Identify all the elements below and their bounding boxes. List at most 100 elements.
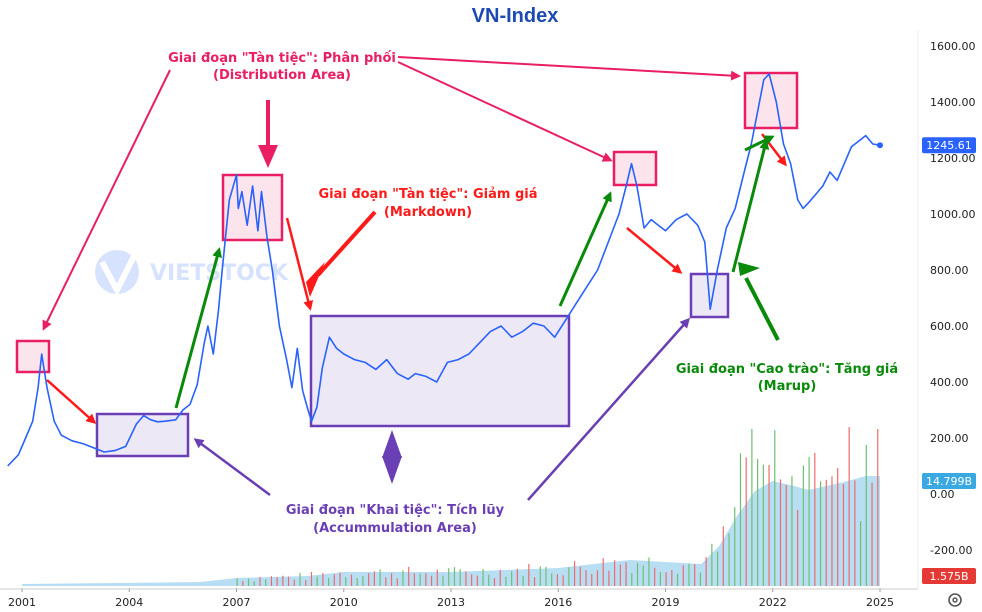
distribution-box-2007 [221, 173, 284, 242]
volume-bar [608, 570, 610, 586]
volume-bar [259, 577, 261, 586]
volume-bar [316, 576, 318, 586]
volume-bar [648, 557, 650, 586]
annotation-distribution-line1: Giai đoạn "Tàn tiệc": Phân phối [168, 51, 396, 66]
annotation-markdown-line1: Giai đoạn "Tàn tiệc": Giảm giá [318, 187, 537, 202]
y-tick-label: -200.00 [930, 544, 972, 557]
volume-bar [368, 573, 370, 586]
volume-area [22, 476, 880, 586]
last-price-badge: 1245.61 [922, 137, 976, 154]
settings-gear-icon[interactable] [948, 593, 962, 607]
volume-bar [854, 480, 856, 586]
annotation-markup-line2: (Marup) [758, 379, 817, 394]
phase-arrows [42, 56, 787, 501]
volume-bar [676, 573, 679, 586]
x-tick-label: 2019 [652, 596, 680, 609]
volume-high-badge: 14.799B [922, 473, 976, 489]
volume-bar [865, 445, 867, 586]
volume-bar [533, 577, 536, 586]
arrow-distribution-2018 [397, 61, 613, 162]
callout-markup-arrowhead [738, 262, 760, 276]
accumulation-box-2003 [95, 412, 190, 458]
arrow-accumulation-2003 [193, 438, 271, 497]
volume-bar [305, 579, 307, 586]
volume-bar [842, 484, 845, 586]
axes: 2001 2004 2007 2010 2013 2016 2019 2022 2025 1600… [0, 30, 976, 609]
volume-bar [762, 464, 764, 586]
annotation-markup-line1: Giai đoạn "Cao trào": Tăng giá [676, 362, 898, 377]
annotation-accumulation: Giai đoạn "Khai tiệc": Tích lũy (Accummu… [286, 503, 505, 536]
arrow-markup-2021 [731, 139, 770, 273]
volume-bar [345, 577, 347, 586]
volume-bar [499, 569, 501, 586]
x-tick-label: 2007 [223, 596, 251, 609]
x-tick-label: 2013 [437, 596, 465, 609]
volume-bar [614, 560, 616, 586]
volume-bar [591, 573, 593, 586]
last-price-value: 1245.61 [926, 139, 972, 152]
volume-bar [425, 573, 427, 586]
volume-bar [671, 570, 673, 586]
volume-bar [516, 569, 518, 586]
y-tick-label: 1000.00 [930, 208, 976, 221]
volume-bar [253, 581, 255, 586]
y-tick-label: 600.00 [930, 320, 969, 333]
volume-layer [22, 426, 880, 586]
volume-bar [522, 575, 524, 586]
annotation-markdown-line2: (Markdown) [384, 205, 472, 220]
volume-bar [373, 571, 375, 586]
volume-bar [568, 567, 570, 586]
volume-bar [545, 566, 547, 586]
arrow-markup-2005 [174, 247, 222, 409]
volume-bar [694, 564, 696, 586]
arrow-markup-2017 [558, 191, 612, 307]
volume-bar [837, 467, 839, 586]
y-tick-label: 800.00 [930, 264, 969, 277]
arrow-distribution-2022 [397, 56, 741, 81]
volume-bar [413, 573, 416, 586]
callout-markdown-shaft [316, 210, 377, 277]
last-price-dot [877, 142, 883, 149]
volume-bar [711, 543, 713, 586]
volume-bar [528, 563, 530, 586]
accumulation-box-2010 [309, 314, 571, 428]
volume-bar [699, 572, 702, 586]
volume-bar [448, 568, 450, 586]
volume-bar [293, 579, 295, 586]
volume-bar [379, 569, 381, 586]
volume-bar [242, 581, 244, 586]
volume-bar [705, 557, 707, 586]
volume-bar [619, 564, 621, 586]
arrow-markdown-2019 [626, 227, 683, 274]
x-tick-label: 2016 [544, 596, 572, 609]
volume-bar [636, 562, 639, 586]
callout-accumulation-tip [382, 430, 402, 458]
x-tick-label: 2010 [330, 596, 358, 609]
volume-bar [390, 573, 393, 586]
volume-bar [734, 507, 736, 586]
annotation-accumulation-line2: (Accummulation Area) [313, 521, 477, 536]
volume-bar [659, 572, 661, 586]
volume-bar [551, 573, 553, 586]
y-tick-label: 1600.00 [930, 40, 976, 53]
volume-bar [791, 476, 793, 586]
x-tick-label: 2022 [759, 596, 787, 609]
volume-bar [774, 430, 776, 586]
volume-bar [350, 574, 353, 586]
volume-bar [453, 567, 456, 586]
annotation-markup: Giai đoạn "Cao trào": Tăng giá (Marup) [676, 362, 898, 394]
volume-bar [247, 578, 250, 586]
volume-bar [665, 572, 667, 586]
volume-bar [573, 561, 576, 586]
watermark-logo: VIETSTOCK [95, 250, 289, 297]
volume-bar [362, 575, 364, 586]
volume-bar [819, 481, 822, 586]
volume-bar [797, 509, 799, 586]
volume-bar [287, 576, 290, 586]
volume-bar [596, 570, 599, 586]
volume-bar [722, 526, 724, 586]
volume-bar [631, 572, 633, 586]
volume-bar [825, 479, 827, 586]
volume-bar [779, 479, 782, 586]
